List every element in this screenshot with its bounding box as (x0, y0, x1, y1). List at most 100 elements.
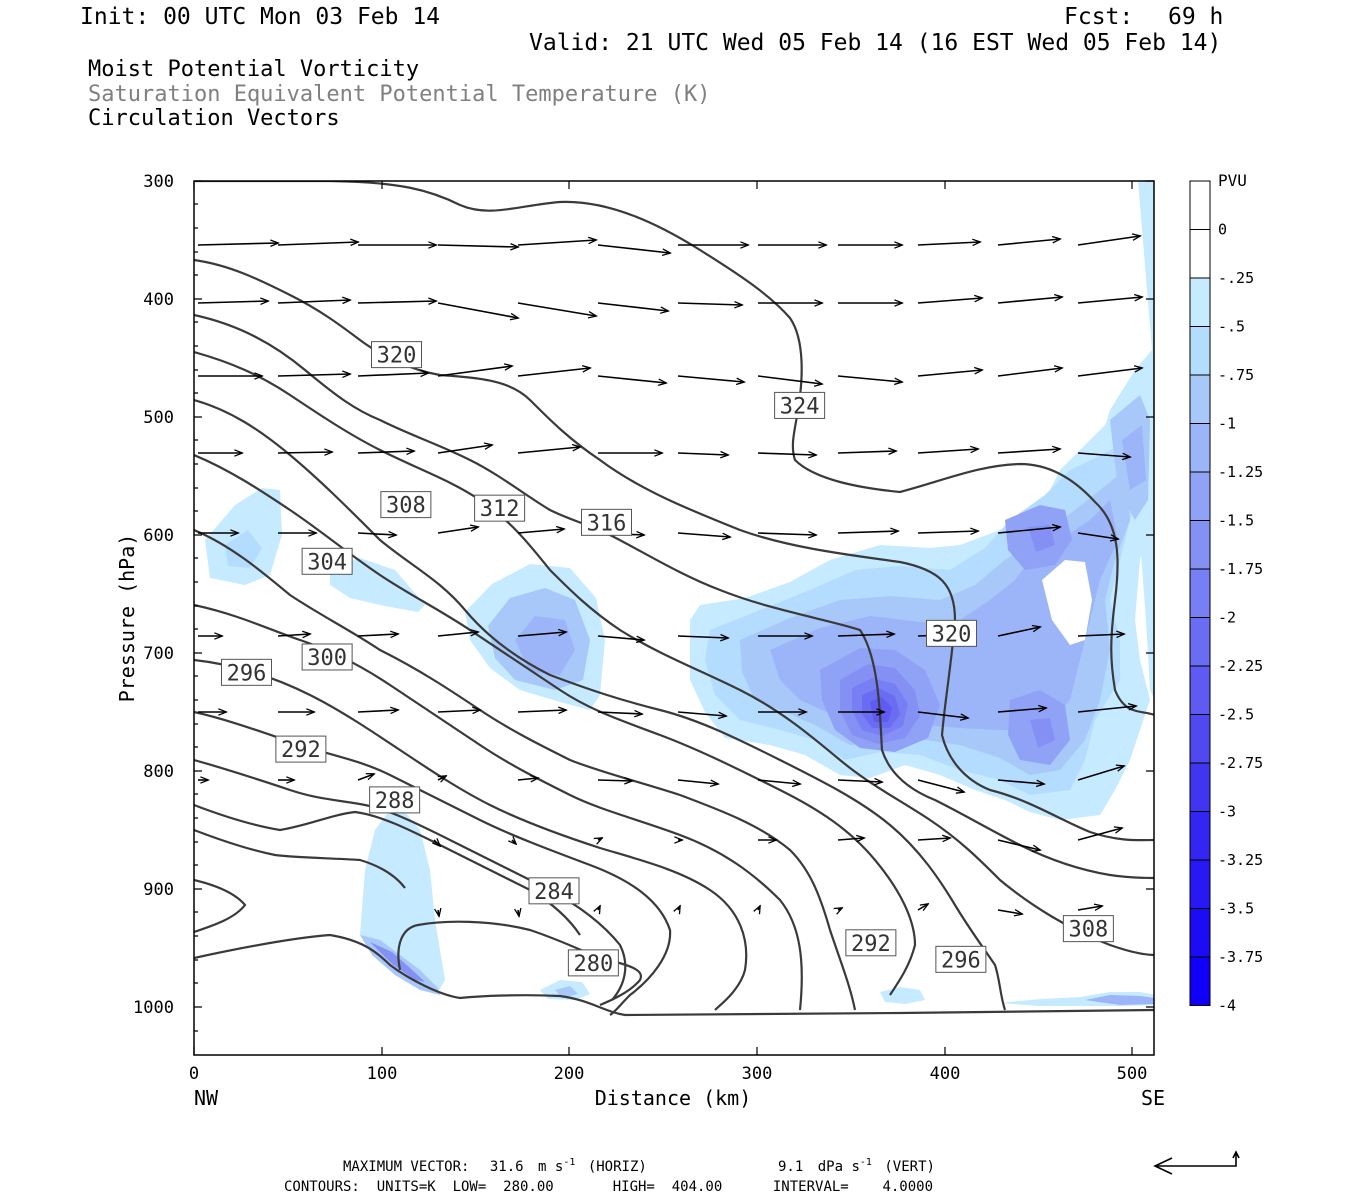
contour-label-text: 304 (307, 550, 347, 575)
circulation-vector (837, 531, 898, 533)
contour-label-text: 308 (386, 494, 426, 519)
circulation-vector (837, 838, 864, 840)
contour-label: 304 (301, 547, 353, 575)
circulation-vector (1077, 634, 1124, 636)
contour-label-text: 280 (574, 952, 614, 977)
colorbar-label: -.75 (1218, 366, 1254, 384)
circulation-vector (837, 451, 896, 453)
circulation-vector (997, 368, 1062, 377)
contour-label: 308 (1062, 915, 1114, 943)
circulation-vector (597, 244, 670, 253)
circulation-vector (197, 301, 268, 303)
circulation-vector (757, 779, 800, 784)
title-vectors: Circulation Vectors (88, 106, 340, 131)
theta-es-contours (194, 181, 1154, 1017)
circulation-vector (997, 449, 1060, 454)
circulation-vector (677, 375, 744, 382)
colorbar-label: -1.75 (1218, 560, 1263, 578)
colorbar-swatch (1190, 326, 1210, 375)
contour-label: 292 (845, 929, 897, 957)
y-tick-labels: 300 400 500 600 700 800 900 1000 (133, 172, 174, 1018)
circulation-vector (997, 779, 1044, 784)
circulation-vector (277, 242, 358, 245)
y-tick-label: 900 (143, 880, 174, 900)
circulation-vector (598, 906, 600, 910)
colorbar-swatch (1190, 908, 1210, 957)
contour-label-text: 296 (941, 948, 981, 973)
circulation-vector (758, 906, 760, 910)
colorbar-swatch (1190, 375, 1210, 424)
colorbar-swatch (1190, 957, 1210, 1006)
x-tick-label: 100 (367, 1064, 398, 1084)
circulation-vector (357, 710, 398, 712)
circulation-vector (437, 245, 518, 247)
colorbar-label: -2.75 (1218, 754, 1263, 772)
x-axis-title: Distance (km) (595, 1086, 752, 1110)
circulation-vector (517, 240, 596, 246)
colorbar-swatch (1190, 714, 1210, 763)
x-tick-label: 200 (554, 1064, 585, 1084)
circulation-vector (517, 529, 564, 534)
circulation-vector (917, 711, 968, 718)
circulation-vector (1077, 236, 1140, 246)
contour-label: 296 (935, 945, 987, 973)
circulation-vector (757, 453, 816, 455)
contour-label-text: 324 (780, 394, 820, 419)
x-label-se: SE (1141, 1086, 1165, 1110)
colorbar-swatch (1190, 472, 1210, 521)
circulation-vector (1077, 766, 1124, 781)
contour-label-text: 316 (587, 511, 627, 536)
title-theta-es: Saturation Equivalent Potential Temperat… (88, 82, 711, 107)
circulation-vector (677, 779, 718, 784)
circulation-vector (597, 712, 642, 714)
pv-region-hole (1042, 560, 1092, 645)
colorbar-label: -1.5 (1218, 512, 1254, 530)
circulation-vector (917, 904, 928, 910)
y-tick-label: 800 (143, 762, 174, 782)
circulation-vector (437, 302, 518, 318)
contour-label: 320 (926, 619, 977, 647)
circulation-vectors (197, 236, 1142, 916)
colorbar-swatch (1190, 229, 1210, 278)
colorbar-label: -3.5 (1218, 900, 1254, 918)
colorbar-label: -3.25 (1218, 851, 1263, 869)
circulation-vector (997, 239, 1060, 246)
forecast-hour: 69 h (1168, 4, 1224, 30)
circulation-vector (277, 300, 350, 303)
circulation-vector (1077, 368, 1142, 377)
circulation-vector (1077, 297, 1142, 304)
circulation-vector (677, 711, 726, 716)
title-mpv: Moist Potential Vorticity (88, 57, 420, 82)
pv-region-304 (330, 558, 425, 612)
pv-colorbar: 0 -.25 -.5 -.75 -1 -1.25 -1.5 -1.75 -2 -2.25 -2.5 -… (1189, 180, 1263, 1015)
footer-contours: CONTOURS: UNITS=K LOW= 280.00 HIGH= 404.… (284, 1179, 933, 1195)
colorbar-swatch (1190, 860, 1210, 909)
x-tick-label: 0 (189, 1064, 199, 1084)
x-tick-label: 400 (930, 1064, 961, 1084)
colorbar-label: -3.75 (1218, 948, 1263, 966)
x-label-nw: NW (194, 1086, 219, 1110)
circulation-vector (517, 368, 590, 377)
x-tick-label: 300 (742, 1064, 773, 1084)
circulation-vector (1077, 828, 1122, 841)
contour-label-text: 320 (932, 622, 972, 647)
circulation-vector (357, 533, 396, 535)
contour-label: 300 (301, 643, 353, 671)
colorbar-label: -.25 (1218, 269, 1254, 287)
circulation-vector (437, 527, 478, 534)
circulation-vector (917, 779, 964, 792)
contour-label-text: 320 (377, 344, 417, 369)
contour-label: 324 (774, 391, 826, 419)
contour-label-text: 300 (307, 646, 347, 671)
circulation-vector (437, 710, 480, 712)
circulation-vector (1077, 532, 1118, 539)
forecast-label: Fcst: (1064, 4, 1134, 30)
y-tick-label: 700 (143, 644, 174, 664)
contour-label-text: 292 (281, 738, 321, 763)
plot-frame (193, 180, 1155, 1056)
circulation-vector (597, 780, 632, 781)
circulation-vector (677, 532, 730, 537)
circulation-vector (997, 297, 1062, 304)
footer-max-vector: MAXIMUM VECTOR: 31.6 m s-1 (HORIZ) (343, 1153, 647, 1175)
